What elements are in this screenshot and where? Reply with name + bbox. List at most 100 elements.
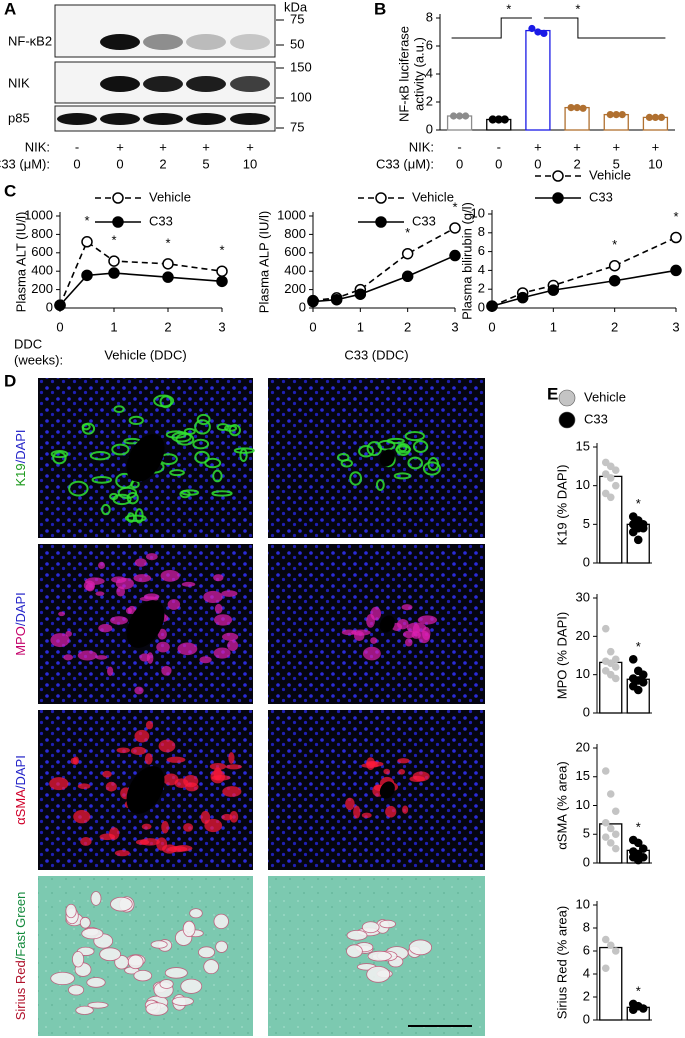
kda-label: 150 <box>290 59 312 74</box>
kda-label: 100 <box>290 89 312 104</box>
data-point <box>528 24 536 33</box>
significance-mark: * <box>506 1 511 16</box>
bracket <box>543 17 666 39</box>
stain <box>211 490 233 497</box>
series-point <box>108 267 120 279</box>
significance-mark: * <box>84 213 89 228</box>
blot-band <box>57 113 97 125</box>
y-tick-label: 6 <box>583 942 590 957</box>
significance-mark: * <box>636 819 641 834</box>
stain <box>402 630 416 639</box>
stain <box>397 758 410 764</box>
y-tick-label: 10 <box>576 477 590 492</box>
stain <box>194 450 210 464</box>
stain <box>113 405 125 414</box>
stain <box>159 395 173 409</box>
stain <box>183 427 196 436</box>
y-tick-label: 1000 <box>24 207 53 222</box>
stain <box>169 469 185 477</box>
x-row-label: NIK: <box>409 139 434 154</box>
y-tick-label: 0 <box>478 299 485 314</box>
vessel <box>126 600 165 648</box>
vessel <box>379 449 395 467</box>
stain <box>110 896 133 912</box>
stain <box>379 919 396 929</box>
stain <box>52 451 67 465</box>
blot-band <box>143 76 183 92</box>
stain <box>225 764 242 770</box>
data-point <box>611 663 620 671</box>
stain <box>211 775 231 781</box>
micrograph <box>38 876 253 1036</box>
data-point <box>645 113 654 121</box>
data-point <box>638 678 648 687</box>
y-axis-label: αSMA (% area) <box>554 761 569 849</box>
stain <box>72 951 85 968</box>
blot-row-label: NF-κB2 <box>8 33 52 48</box>
stain <box>141 823 152 830</box>
stain <box>181 581 196 587</box>
panel-label: E <box>547 384 558 403</box>
legend-marker <box>552 192 564 204</box>
stain <box>221 632 239 641</box>
stain <box>404 431 426 442</box>
y-axis-label: Plasma bilirubin (g/l) <box>459 202 474 320</box>
series-point <box>516 291 529 304</box>
stain <box>402 805 409 814</box>
bracket <box>451 17 532 39</box>
stain <box>358 445 375 458</box>
condition-value: + <box>246 139 254 154</box>
row-label-part: K19 <box>13 463 28 486</box>
stain <box>175 432 195 446</box>
y-tick-label: 0 <box>426 121 433 136</box>
series-point <box>608 259 621 272</box>
stain <box>158 739 176 753</box>
stain <box>134 686 144 695</box>
panel-label: A <box>4 0 16 18</box>
stain <box>135 839 150 845</box>
stain <box>213 913 229 930</box>
y-axis-label: Plasma ALP (IU/l) <box>256 211 271 313</box>
stain <box>87 1001 109 1009</box>
x-tick-label: - <box>497 139 501 154</box>
stain <box>229 811 239 823</box>
stain <box>130 746 147 755</box>
blot-row-label: NIK <box>8 75 30 90</box>
blot-band <box>100 113 140 125</box>
legend-marker <box>375 192 387 204</box>
condition-value: + <box>116 139 124 154</box>
stain <box>68 480 89 497</box>
condition-value: 2 <box>159 156 166 171</box>
data-point <box>633 838 643 848</box>
stain <box>204 818 223 833</box>
data-point <box>611 481 620 490</box>
data-point <box>601 624 610 633</box>
y-tick-label: 2 <box>583 988 590 1003</box>
row-label-part: MPO <box>13 626 28 656</box>
y-tick-label: 400 <box>31 263 53 278</box>
y-tick-label: 200 <box>284 281 306 296</box>
series-point <box>307 295 319 308</box>
stain <box>233 447 255 454</box>
legend-marker <box>558 411 576 429</box>
stain <box>126 512 136 523</box>
stain <box>166 756 186 763</box>
x-tick-label: 3 <box>451 319 458 334</box>
stain <box>81 927 104 940</box>
y-axis-label: activity (a.u.) <box>411 37 426 111</box>
stain <box>127 605 137 615</box>
y-tick-label: 20 <box>576 739 590 754</box>
stain <box>177 642 198 656</box>
stain <box>161 665 172 676</box>
y-tick-label: 5 <box>583 516 590 531</box>
stain <box>212 469 223 483</box>
stain <box>171 996 194 1006</box>
data-point <box>606 474 615 482</box>
stain <box>422 461 441 476</box>
series-point <box>670 231 682 244</box>
stain <box>134 508 144 524</box>
stain <box>91 475 113 484</box>
stain <box>228 752 235 764</box>
stain <box>73 810 91 824</box>
